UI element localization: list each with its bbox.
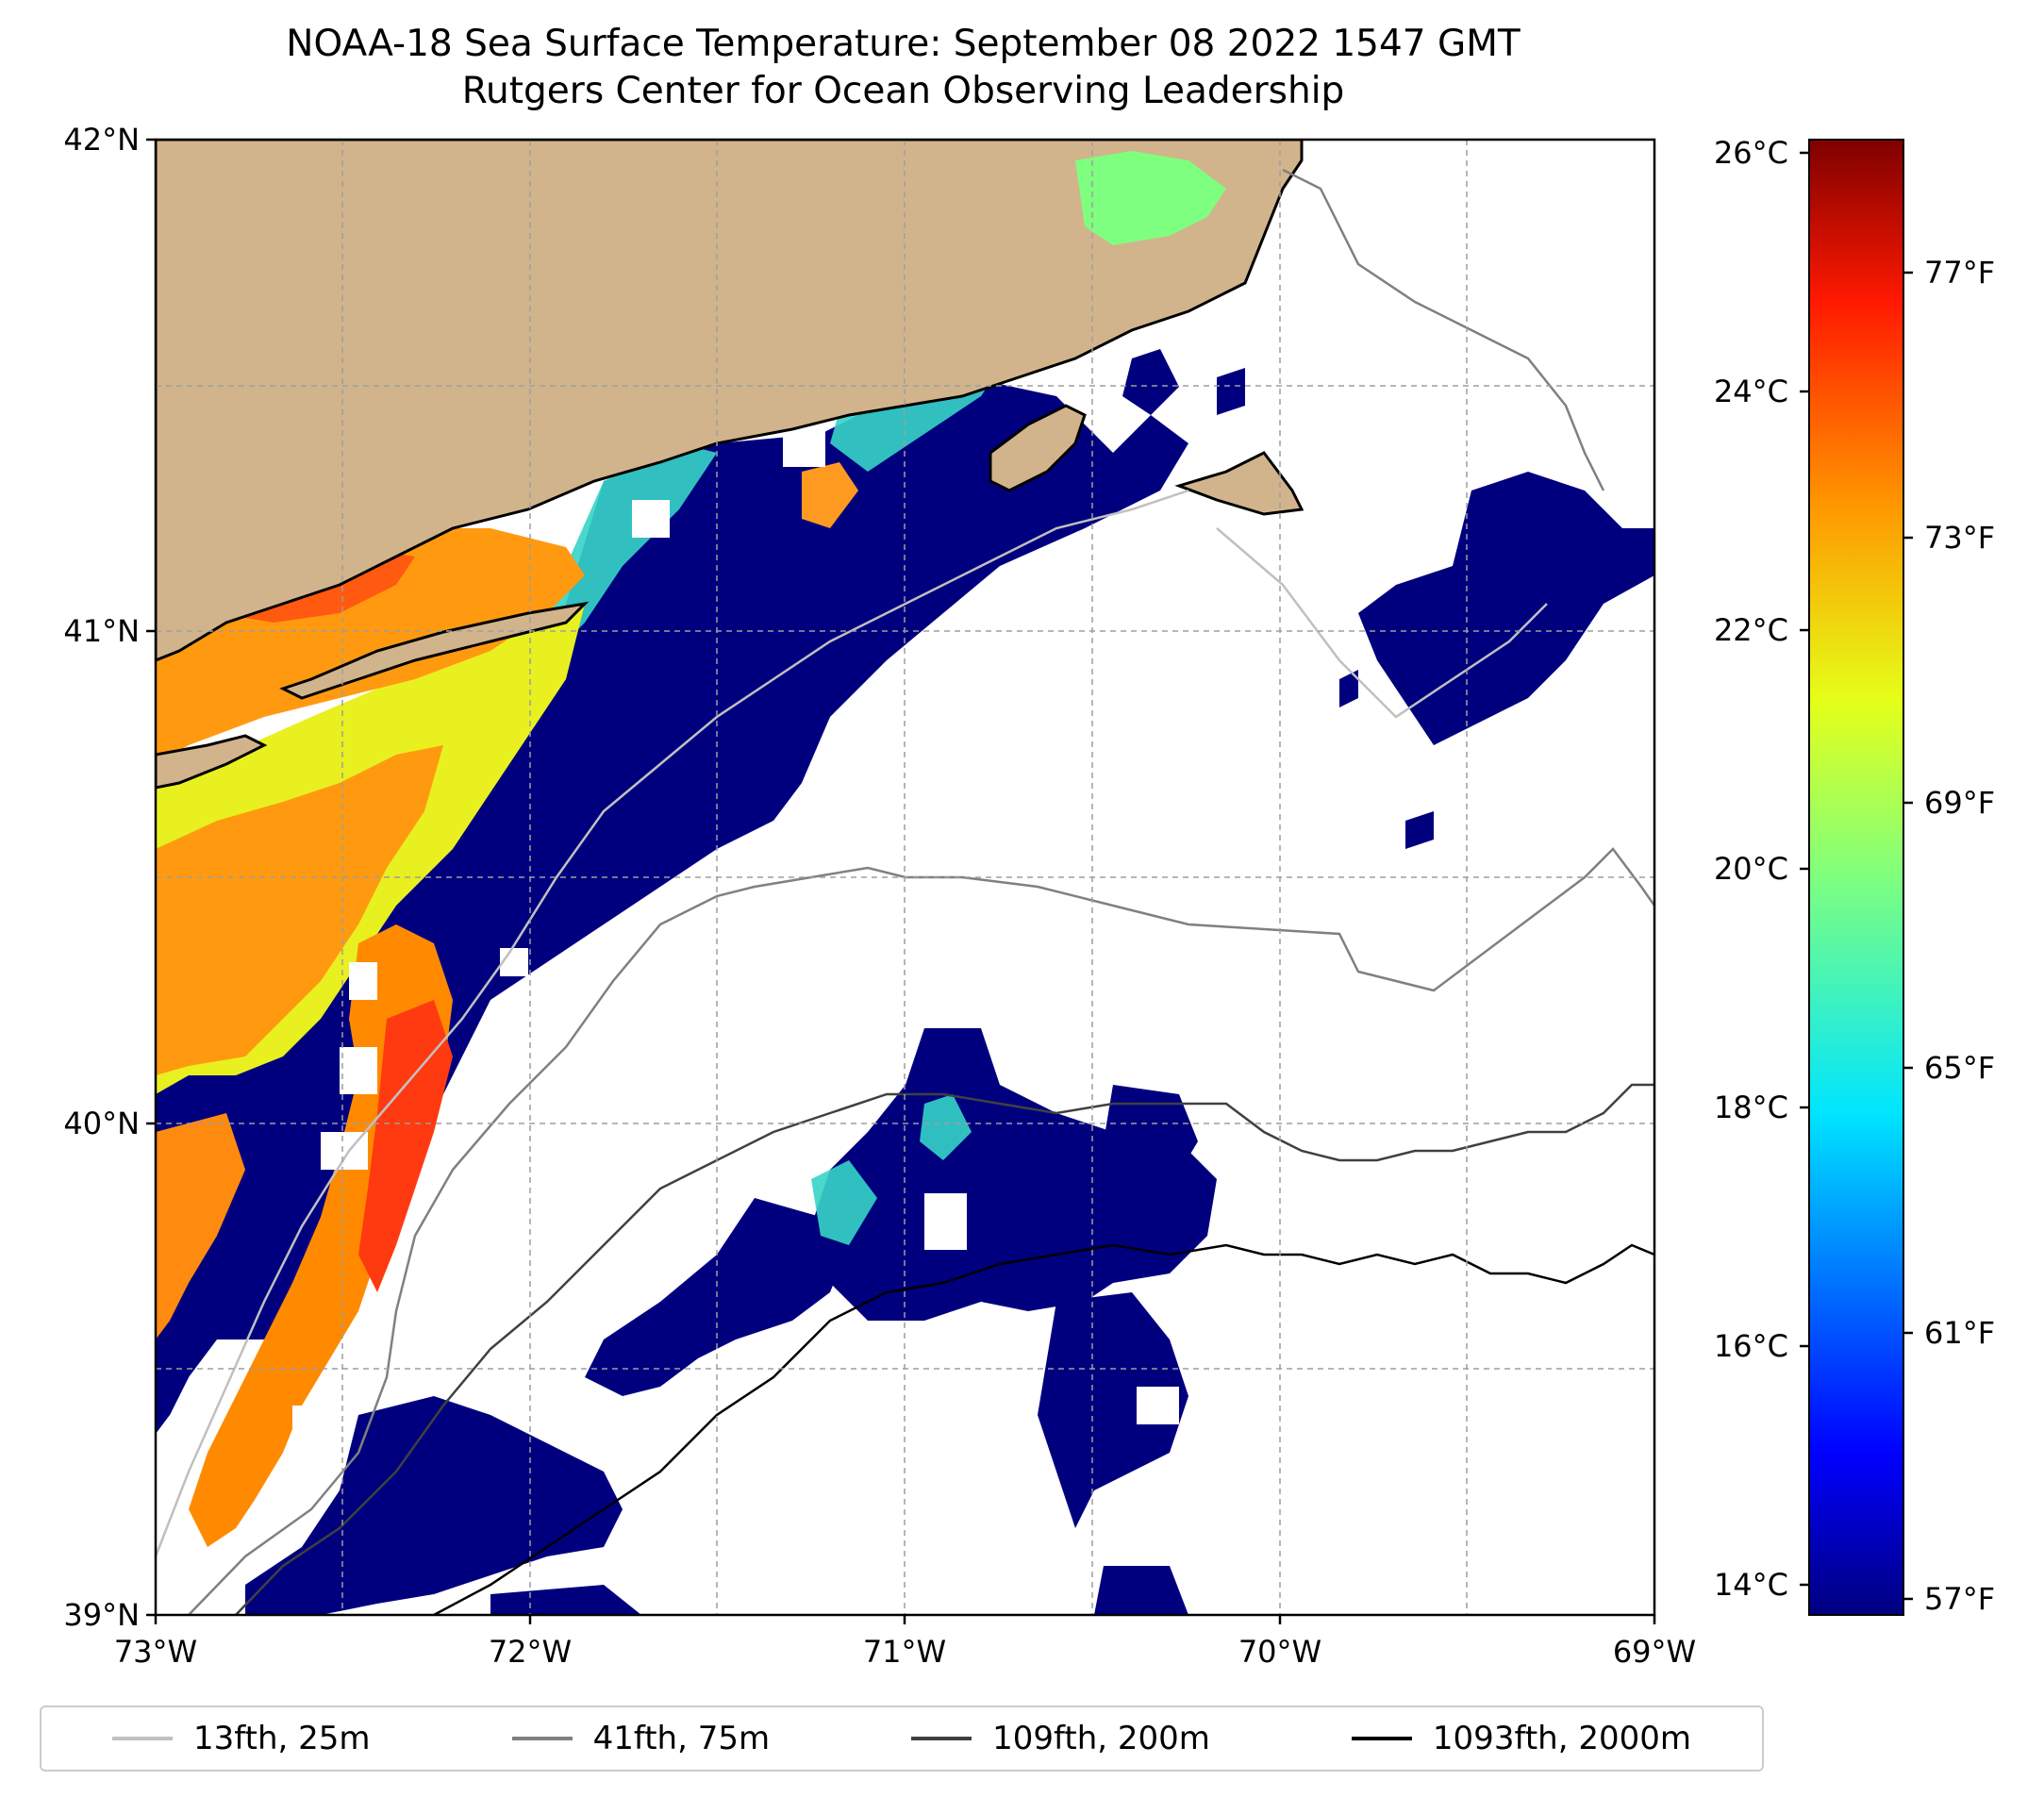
- y-tick-label: 42°N: [63, 122, 140, 158]
- colorbar-celsius-label: 16°C: [1714, 1328, 1788, 1364]
- y-tick-label: 41°N: [63, 613, 140, 649]
- colorbar-fahrenheit-label: 65°F: [1924, 1050, 1995, 1086]
- isobath-2000m: [433, 1243, 1654, 1615]
- colorbar-fahrenheit-label: 77°F: [1924, 255, 1995, 291]
- legend-item-25m: 13fth, 25m: [112, 1720, 371, 1757]
- colorbar-fahrenheit-label: 73°F: [1924, 520, 1995, 556]
- y-tick-label: 40°N: [63, 1106, 140, 1141]
- no-data-gaps: [292, 424, 1179, 1448]
- land: [156, 140, 1305, 790]
- legend-swatch: [911, 1737, 972, 1740]
- legend-item-2000m: 1093fth, 2000m: [1351, 1720, 1691, 1757]
- legend-item-75m: 41fth, 75m: [511, 1720, 771, 1757]
- legend-label: 41fth, 75m: [592, 1720, 771, 1757]
- isobath-legend: 13fth, 25m 41fth, 75m 109fth, 200m 1093f…: [40, 1705, 1764, 1772]
- title-line-1: NOAA-18 Sea Surface Temperature: Septemb…: [286, 23, 1521, 65]
- sst-warm-regions: [156, 462, 858, 1547]
- colorbar-gradient: [1808, 139, 1904, 1616]
- gridlines: [156, 140, 1654, 1615]
- legend-swatch: [511, 1737, 573, 1740]
- legend-label: 1093fth, 2000m: [1432, 1720, 1691, 1757]
- colorbar-fahrenheit-label: 57°F: [1924, 1581, 1995, 1617]
- x-tick-label: 70°W: [1238, 1634, 1321, 1670]
- legend-item-200m: 109fth, 200m: [911, 1720, 1210, 1757]
- isobath-200m: [235, 1083, 1654, 1615]
- x-tick-labels: 73°W 72°W 71°W 70°W 69°W: [114, 1634, 1696, 1670]
- y-tick-labels: 39°N 40°N 41°N 42°N: [63, 122, 140, 1633]
- colorbar-celsius-label: 18°C: [1714, 1090, 1788, 1125]
- isobath-25m: [156, 489, 1548, 1557]
- legend-label: 13fth, 25m: [193, 1720, 371, 1757]
- x-tick-label: 73°W: [114, 1634, 197, 1670]
- colorbar-celsius-label: 24°C: [1714, 374, 1788, 409]
- legend-swatch: [112, 1737, 174, 1740]
- map-title: NOAA-18 Sea Surface Temperature: Septemb…: [0, 21, 1806, 115]
- axis-ticks: [146, 138, 1656, 1624]
- colorbar-celsius-label: 26°C: [1714, 135, 1788, 171]
- colorbar-celsius-label: 20°C: [1714, 851, 1788, 887]
- x-tick-label: 71°W: [863, 1634, 946, 1670]
- x-tick-label: 72°W: [489, 1634, 572, 1670]
- colorbar-fahrenheit-label: 61°F: [1924, 1315, 1995, 1351]
- colorbar: 14°C 16°C 18°C 20°C 22°C 24°C 26°C 57°F …: [1714, 135, 1995, 1617]
- colorbar-ticks: [1800, 151, 1913, 1601]
- colorbar-celsius-label: 22°C: [1714, 612, 1788, 648]
- legend-swatch: [1351, 1737, 1412, 1740]
- map-plot-area: [156, 140, 1654, 1615]
- legend-label: 109fth, 200m: [992, 1720, 1210, 1757]
- x-tick-label: 69°W: [1613, 1634, 1696, 1670]
- colorbar-fahrenheit-label: 69°F: [1924, 785, 1995, 821]
- y-tick-label: 39°N: [63, 1597, 140, 1633]
- colorbar-celsius-label: 14°C: [1714, 1567, 1788, 1603]
- title-line-2: Rutgers Center for Ocean Observing Leade…: [461, 70, 1345, 112]
